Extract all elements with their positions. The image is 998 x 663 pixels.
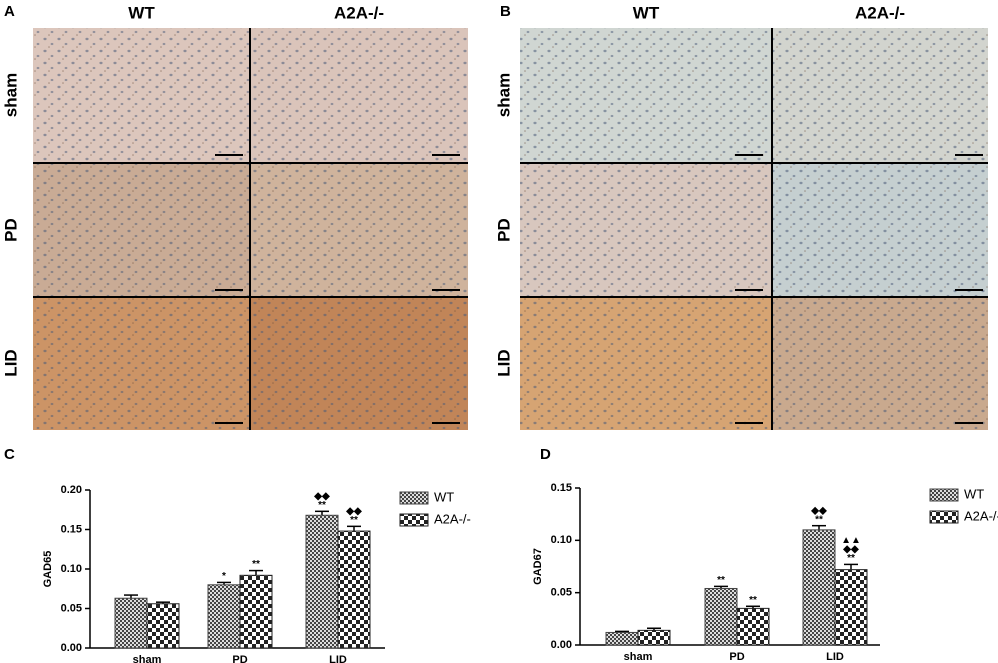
legend-swatch	[399, 491, 429, 505]
legend-label: WT	[964, 486, 984, 501]
bar	[802, 529, 836, 646]
y-tick-label: 0.00	[61, 642, 82, 654]
bar	[305, 514, 339, 649]
bar	[207, 584, 241, 649]
y-tick-label: 0.15	[61, 523, 82, 535]
significance-mark: **	[749, 595, 757, 606]
significance-mark: ◆◆	[313, 491, 330, 502]
legend-label: WT	[434, 489, 454, 504]
panel-label: D	[540, 446, 551, 463]
x-tick-label: PD	[232, 654, 247, 663]
panel-label: C	[4, 446, 15, 463]
significance-mark: ◆◆	[842, 544, 859, 555]
y-tick-label: 0.00	[551, 639, 572, 651]
x-tick-label: PD	[729, 651, 744, 663]
legend-label: A2A-/-	[434, 511, 471, 526]
x-tick-label: sham	[133, 654, 162, 663]
column-header: A2A-/-	[334, 3, 384, 22]
significance-mark: *	[222, 571, 226, 582]
bar	[736, 607, 770, 646]
row-label: LID	[1, 349, 20, 376]
legend-swatch	[929, 510, 959, 524]
column-header: A2A-/-	[855, 3, 905, 22]
row-label: LID	[494, 349, 513, 376]
row-label: PD	[494, 218, 513, 242]
significance-mark: **	[318, 500, 326, 511]
y-tick-label: 0.10	[61, 563, 82, 575]
bar	[605, 631, 639, 646]
bar	[239, 574, 273, 649]
y-axis-label: GAD67	[532, 548, 544, 585]
significance-mark: **	[252, 559, 260, 570]
significance-mark: ◆◆	[810, 505, 827, 516]
legend-swatch	[929, 488, 959, 502]
y-tick-label: 0.05	[61, 602, 82, 614]
bar	[834, 569, 868, 646]
x-tick-label: LID	[329, 654, 347, 663]
x-tick-label: sham	[624, 651, 653, 663]
significance-mark: **	[847, 553, 855, 564]
y-tick-label: 0.20	[61, 484, 82, 496]
panel-label: B	[500, 3, 511, 20]
column-header: WT	[128, 3, 155, 22]
significance-mark: **	[815, 514, 823, 525]
row-label: PD	[1, 218, 20, 242]
legend-swatch	[399, 513, 429, 527]
bar	[704, 587, 738, 646]
row-label: sham	[494, 73, 513, 117]
y-tick-label: 0.15	[551, 482, 572, 494]
bar	[637, 629, 671, 646]
legend-label: A2A-/-	[964, 508, 998, 523]
y-tick-label: 0.10	[551, 534, 572, 546]
significance-mark: ▲▲	[841, 535, 861, 546]
row-label: sham	[1, 73, 20, 117]
x-tick-label: LID	[826, 651, 844, 663]
panel-label: A	[4, 3, 15, 20]
significance-mark: ◆◆	[345, 506, 362, 517]
significance-mark: **	[350, 515, 358, 526]
bar	[114, 597, 148, 649]
micrographs	[33, 28, 988, 430]
bar	[146, 603, 180, 649]
y-axis-label: GAD65	[42, 551, 54, 588]
column-header: WT	[633, 3, 660, 22]
significance-mark: **	[717, 575, 725, 586]
y-tick-label: 0.05	[551, 587, 572, 599]
bar	[337, 530, 371, 649]
